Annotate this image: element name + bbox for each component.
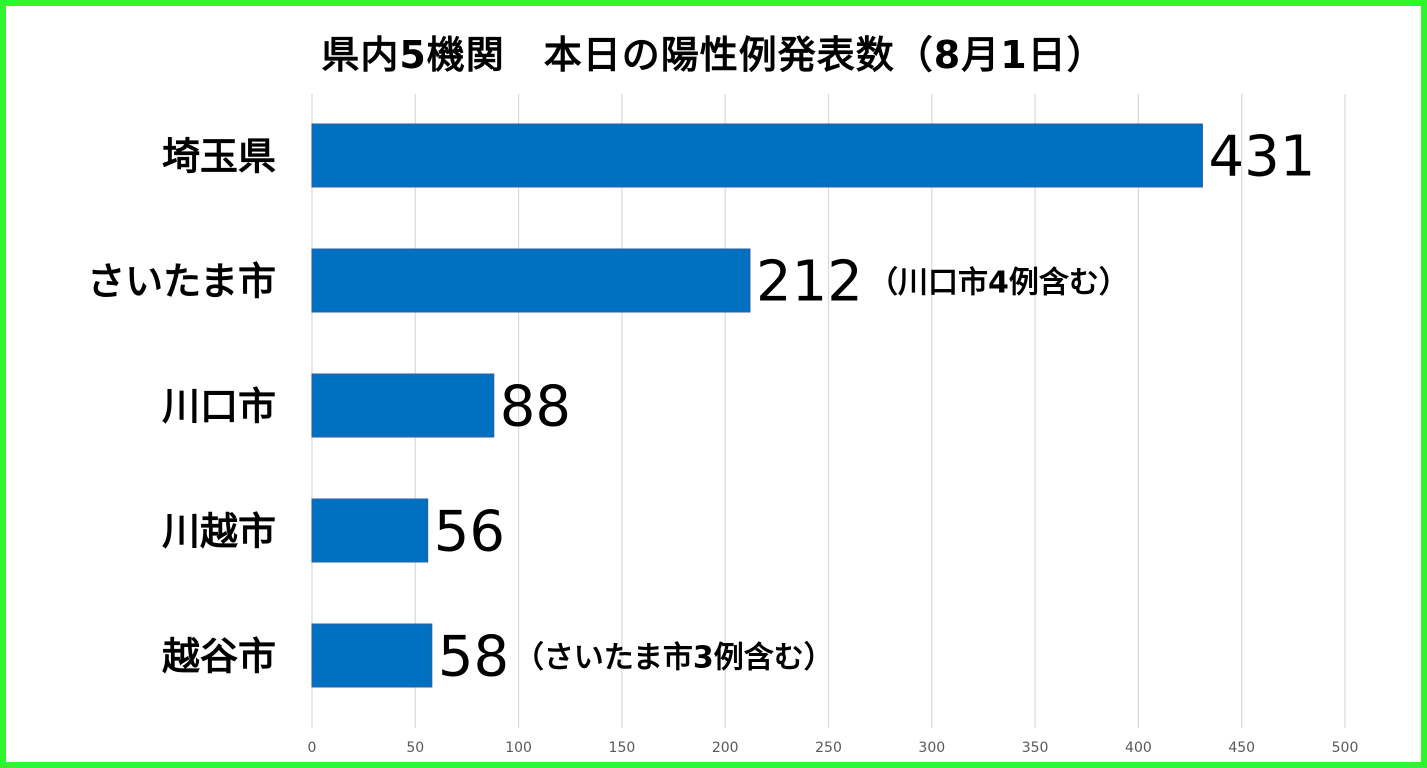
category-label-2: 川口市 (162, 385, 276, 429)
x-tick-label-250: 250 (815, 740, 842, 756)
value-labels: 431 212 （川口市4例含む） 88 56 58 （さいたま市3例含む） (434, 125, 1316, 690)
x-tick-label-350: 350 (1022, 740, 1049, 756)
bar-3 (311, 498, 429, 563)
value-label-4: 58 (438, 625, 509, 690)
value-label-0: 431 (1208, 125, 1315, 190)
category-label-0: 埼玉県 (162, 135, 276, 179)
category-label-1: さいたま市 (87, 260, 276, 304)
x-tick-label-500: 500 (1332, 740, 1359, 756)
x-tick-label-450: 450 (1228, 740, 1255, 756)
x-tick-labels: 0 50 100 150 200 250 300 350 400 450 500 (308, 740, 1359, 756)
x-tick-label-200: 200 (712, 740, 739, 756)
x-tick-label-400: 400 (1125, 740, 1152, 756)
annotation-4: （さいたま市3例含む） (514, 641, 834, 676)
bar-2 (311, 373, 495, 438)
bar-1 (311, 248, 751, 313)
annotation-1: （川口市4例含む） (868, 266, 1129, 301)
x-tick-label-100: 100 (505, 740, 532, 756)
bar-4 (311, 623, 433, 688)
bars (311, 123, 1203, 688)
value-label-2: 88 (500, 375, 571, 440)
category-label-4: 越谷市 (162, 635, 276, 679)
x-tick-label-50: 50 (406, 740, 424, 756)
chart-frame: 県内5機関 本日の陽性例発表数（8月1日） 埼玉県さいたま市川口市川越市越谷市 … (6, 6, 1421, 762)
value-label-1: 212 (756, 250, 863, 315)
x-tick-label-0: 0 (308, 740, 317, 756)
value-label-3: 56 (434, 500, 505, 565)
category-label-3: 川越市 (162, 510, 276, 554)
x-tick-label-300: 300 (918, 740, 945, 756)
bar-0 (311, 123, 1203, 188)
x-tick-label-150: 150 (609, 740, 636, 756)
chart-title: 県内5機関 本日の陽性例発表数（8月1日） (321, 33, 1106, 77)
